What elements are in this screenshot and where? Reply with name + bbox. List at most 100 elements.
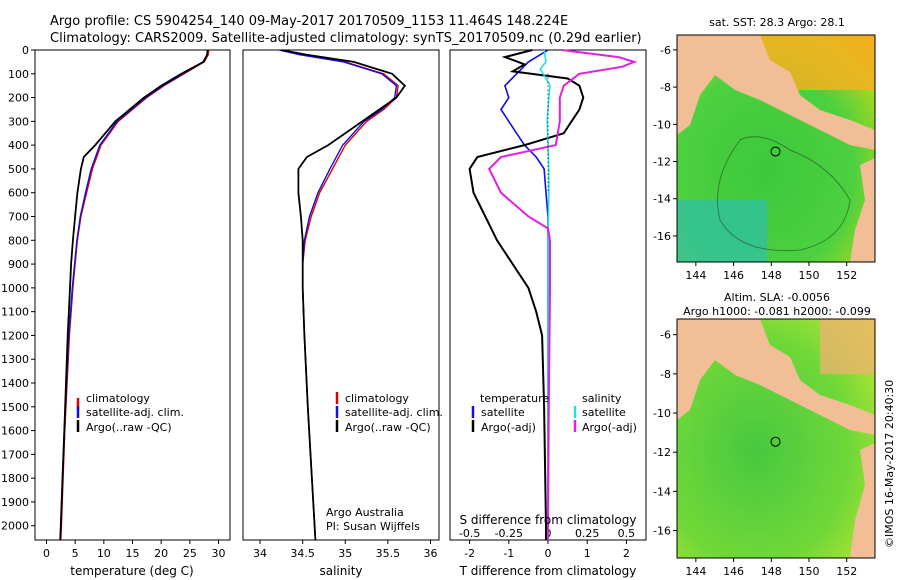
y-tick-label: 1900 (1, 496, 29, 509)
argo-location-marker (770, 436, 781, 447)
x-tick-label: 10 (97, 547, 111, 560)
x-tick-label: -2 (464, 547, 475, 560)
annotation-pi: PI: Susan Wijffels (326, 520, 420, 533)
difference-s-ticks: -0.5 -0.25 0 0.25 0.5 (459, 527, 635, 540)
lon-tick-label: 146 (723, 269, 744, 282)
x-tick-label: 25 (183, 547, 197, 560)
lon-tick-label: 150 (799, 269, 820, 282)
y-tick-label: 400 (8, 139, 29, 152)
series-line-salinity-satellite (539, 49, 551, 540)
sst-map-title: sat. SST: 28.3 Argo: 28.1 (709, 16, 845, 29)
header-line1: Argo profile: CS 5904254_140 09-May-2017… (50, 14, 568, 29)
temperature-x-ticks: 0 5 10 15 20 25 30 (43, 540, 226, 560)
sst-land-png (677, 35, 875, 150)
temperature-xlabel: temperature (deg C) (70, 564, 193, 578)
x-tick-label: 5 (72, 547, 79, 560)
temperature-series (59, 49, 210, 541)
s-tick-label: 0.5 (618, 527, 636, 540)
sst-map-frame (676, 34, 876, 263)
lon-tick-label: 144 (685, 565, 706, 578)
x-tick-label: -1 (503, 547, 514, 560)
y-tick-label: 300 (8, 115, 29, 128)
y-tick-label: 600 (8, 187, 29, 200)
y-tick-label: 1400 (1, 377, 29, 390)
y-tick-label: 700 (8, 211, 29, 224)
lon-tick-label: 148 (761, 269, 782, 282)
salinity-panel: 34 34.5 35 35.5 36 salinity climatology sate… (242, 49, 443, 578)
lat-tick-label: -6 (660, 44, 671, 57)
difference-x-ticks: -2 -1 0 1 2 (464, 540, 630, 560)
difference-top-label: S difference from climatology (460, 513, 637, 527)
lat-tick-label: -8 (660, 368, 671, 381)
x-tick-label: 34.5 (290, 547, 315, 560)
sla-lon-ticks: 144 146 148 150 152 (685, 558, 857, 578)
series-line-temperature-argo-adj- (468, 49, 585, 540)
sla-land-png (677, 319, 875, 435)
x-tick-label: 15 (126, 547, 140, 560)
salinity-series (278, 49, 407, 541)
header-line2: Climatology: CARS2009. Satellite-adjuste… (50, 31, 642, 46)
sst-lat-ticks: -6 -8 -10 -12 -14 -16 (653, 44, 677, 243)
sst-cool-patch (677, 200, 767, 262)
y-tick-label: 1200 (1, 329, 29, 342)
y-tick-label: 1000 (1, 282, 29, 295)
lat-tick-label: -8 (660, 81, 671, 94)
y-tick-label: 1800 (1, 472, 29, 485)
s-tick-label: 0.25 (575, 527, 600, 540)
sla-land-qld (850, 443, 875, 558)
legend-temperature-title: temperature (480, 392, 549, 405)
lon-tick-label: 152 (836, 565, 857, 578)
sst-map: sat. SST: 28.3 Argo: 28.1 -6-8-10-12-14-… (653, 16, 876, 282)
legend-climatology: climatology (345, 392, 409, 405)
s-tick-label: -0.5 (459, 527, 480, 540)
sla-map: Altim. SLA: -0.0056 Argo h1000: -0.081 h… (653, 291, 876, 578)
x-tick-label: 35 (338, 547, 352, 560)
x-tick-label: 1 (584, 547, 591, 560)
difference-xlabel: T difference from climatology (459, 564, 637, 578)
lat-tick-label: -12 (653, 446, 671, 459)
sla-map-frame (676, 318, 876, 559)
y-tick-label: 100 (8, 68, 29, 81)
x-tick-label: 30 (212, 547, 226, 560)
sst-lon-ticks: 144 146 148 150 152 (685, 262, 857, 282)
legend-argo: Argo(..raw -QC) (86, 421, 172, 434)
y-tick-label: 200 (8, 92, 29, 105)
difference-legend: temperature salinity satellite Argo(-adj… (471, 392, 637, 434)
y-tick-label: 1300 (1, 353, 29, 366)
x-tick-label: 20 (154, 547, 168, 560)
x-tick-label: 35.5 (376, 547, 401, 560)
argo-location-marker (770, 146, 781, 157)
salinity-axes (242, 49, 440, 541)
legend-satellite: satellite-adj. clim. (345, 406, 443, 419)
lat-tick-label: -6 (660, 329, 671, 342)
y-tick-label: 800 (8, 234, 29, 247)
difference-panel: -2 -1 0 1 2 -0.5 -0.25 0 0.25 0.5 T difference f… (449, 49, 647, 578)
lon-tick-label: 146 (723, 565, 744, 578)
legend-t-argo: Argo(-adj) (481, 421, 536, 434)
legend-s-satellite: satellite (582, 406, 626, 419)
lat-tick-label: -10 (653, 407, 671, 420)
y-tick-label: 500 (8, 163, 29, 176)
imos-footer: ©IMOS 16-May-2017 20:40:30 (883, 380, 896, 548)
x-tick-label: 36 (423, 547, 437, 560)
series-line-argo-raw-qc- (281, 49, 407, 541)
lon-tick-label: 152 (836, 269, 857, 282)
temperature-axes (34, 49, 231, 541)
salinity-x-ticks: 34 34.5 35 35.5 36 (253, 540, 437, 560)
lon-tick-label: 144 (685, 269, 706, 282)
x-tick-label: 2 (623, 547, 630, 560)
y-tick-label: 1100 (1, 306, 29, 319)
legend-argo: Argo(..raw -QC) (345, 421, 431, 434)
depth-ticks: 0 100 200 300 400 500 600 700 800 900 1000 1100 1200… (1, 44, 35, 533)
legend-s-argo: Argo(-adj) (582, 421, 637, 434)
legend-t-satellite: satellite (481, 406, 525, 419)
legend-climatology: climatology (86, 392, 150, 405)
y-tick-label: 0 (22, 44, 29, 57)
lat-tick-label: -10 (653, 118, 671, 131)
temperature-legend: climatology satellite-adj. clim. Argo(..… (76, 392, 184, 434)
series-line-salinity-argo-adj- (487, 49, 638, 540)
y-tick-label: 900 (8, 258, 29, 271)
salinity-legend: climatology satellite-adj. clim. Argo(..… (335, 392, 443, 434)
x-tick-label: 0 (545, 547, 552, 560)
